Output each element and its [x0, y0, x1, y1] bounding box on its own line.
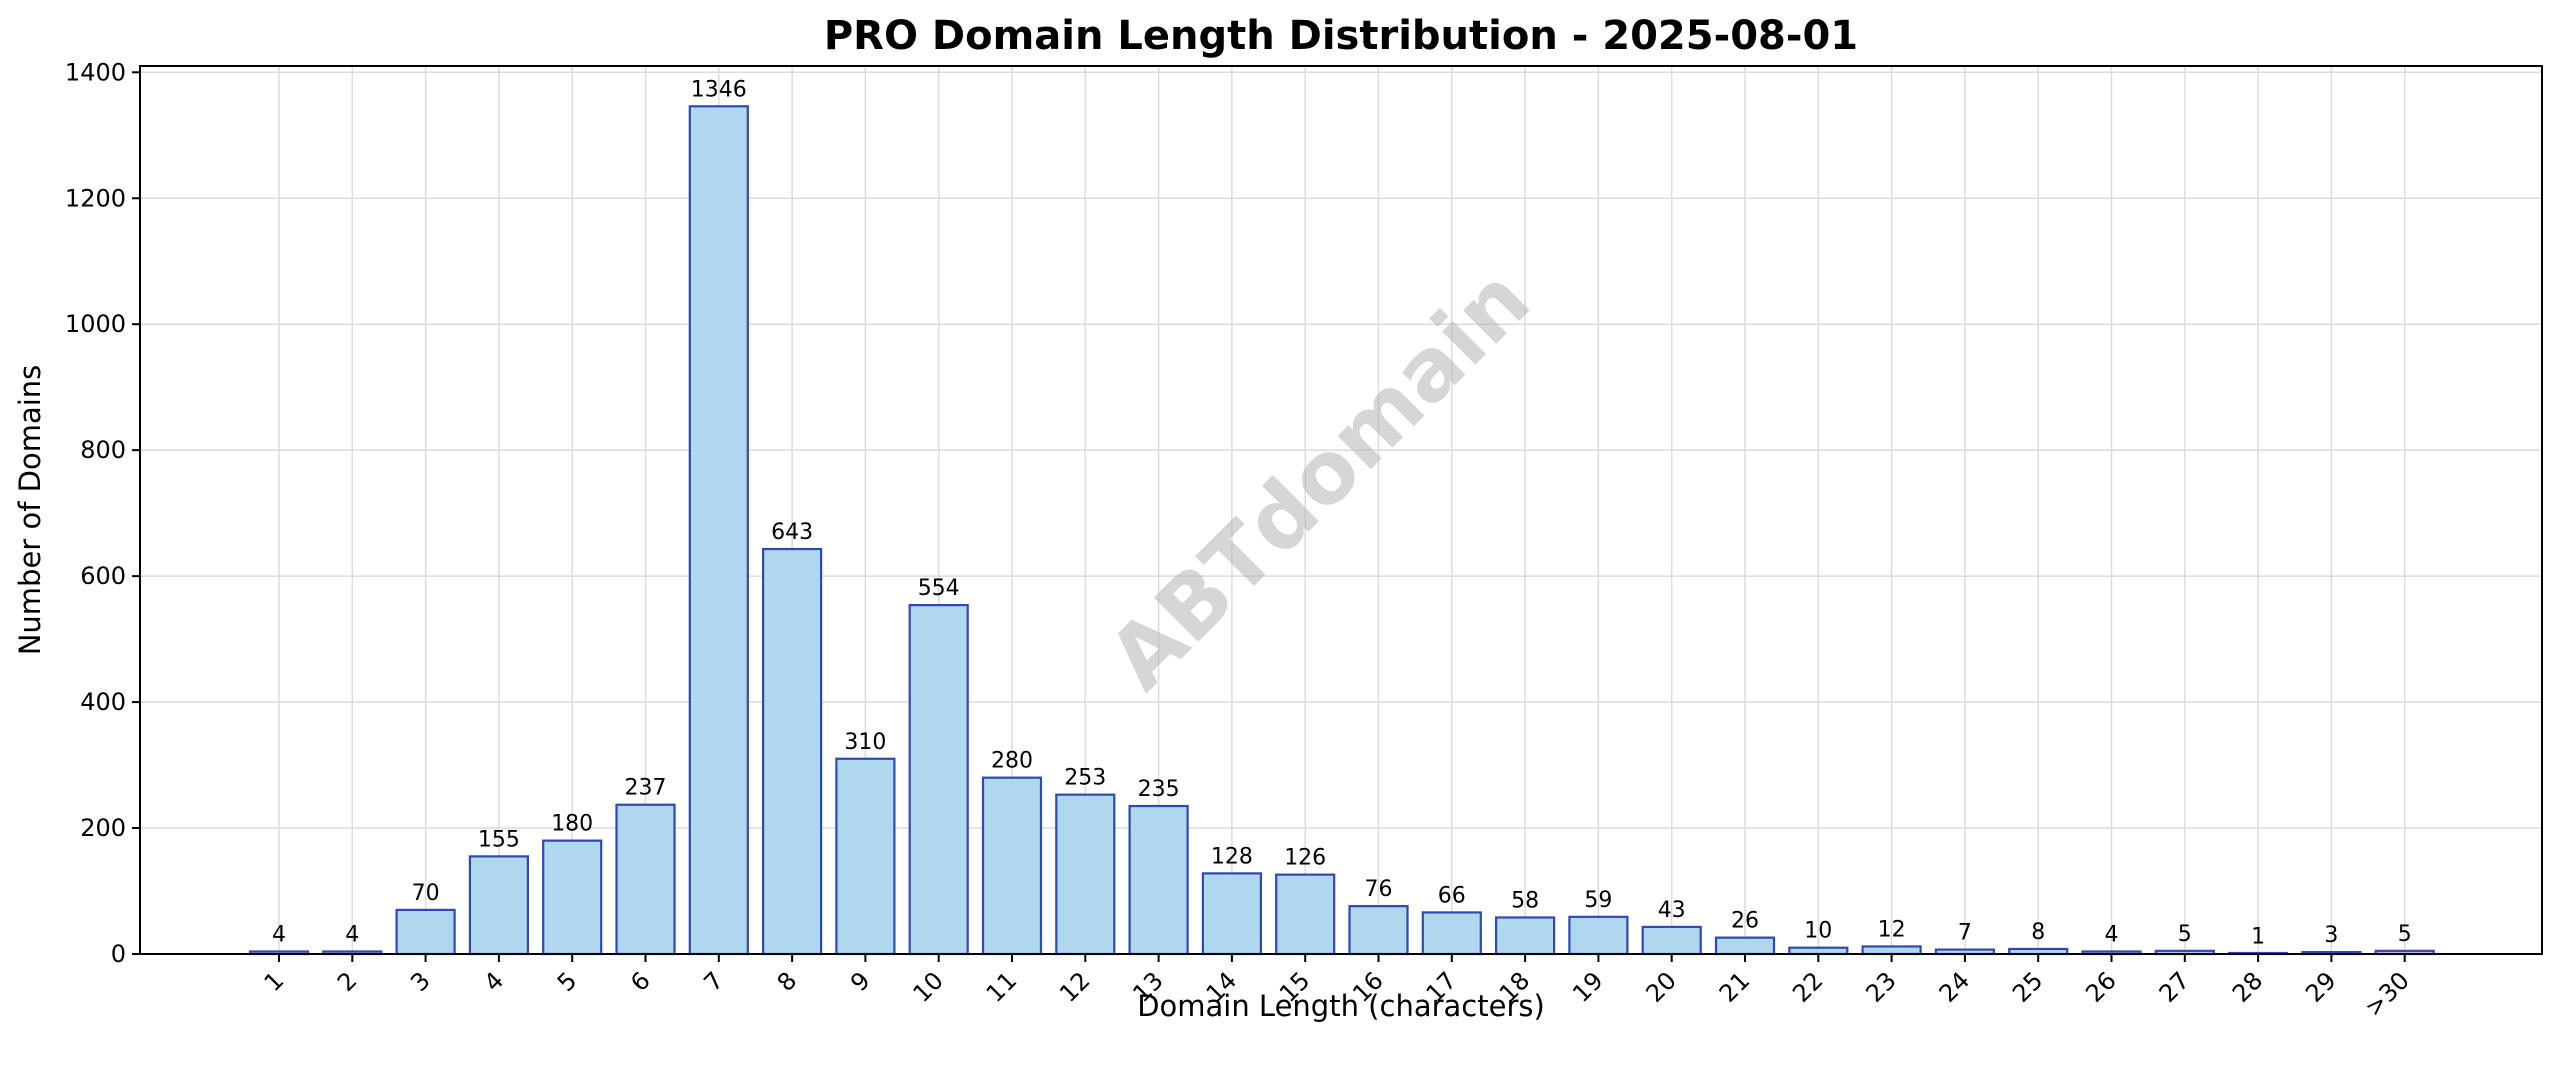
x-tick-label: 24 — [1934, 966, 1975, 1007]
bar-17 — [1421, 911, 1482, 956]
x-tick-label: 22 — [1787, 966, 1828, 1007]
bar-21 — [1714, 936, 1776, 956]
bar-19 — [1568, 915, 1629, 956]
bar-3 — [395, 908, 456, 956]
x-tick-label: 5 — [552, 966, 583, 997]
x-tick-label: 12 — [1054, 966, 1095, 1007]
y-tick-label: 400 — [80, 688, 126, 716]
data-label-26: 4 — [2105, 922, 2119, 947]
chart-title: PRO Domain Length Distribution - 2025-08… — [824, 13, 1858, 59]
bar-18 — [1494, 916, 1556, 956]
data-label-6: 237 — [625, 776, 667, 801]
data-label-28: 1 — [2251, 924, 2265, 949]
bar-13 — [1128, 804, 1189, 956]
bar-12 — [1055, 793, 1116, 956]
x-tick-label: 9 — [845, 966, 876, 997]
x-tick-label: 26 — [2080, 966, 2121, 1007]
data-label-3: 70 — [412, 881, 440, 906]
data-label-27: 5 — [2178, 922, 2192, 947]
data-label-17: 66 — [1438, 883, 1466, 908]
x-tick-label: 29 — [2300, 966, 2341, 1007]
data-label-21: 26 — [1731, 909, 1759, 934]
data-label-25: 8 — [2031, 920, 2045, 945]
x-tick-label: 11 — [981, 966, 1022, 1007]
data-label-11: 280 — [991, 749, 1033, 774]
data-label-24: 7 — [1958, 921, 1972, 946]
data-label-23: 12 — [1878, 917, 1906, 942]
data-label-14: 128 — [1211, 844, 1253, 869]
data-label-16: 76 — [1365, 877, 1393, 902]
data-label-29: 3 — [2324, 923, 2338, 948]
bar-5 — [542, 839, 603, 956]
x-tick-label: 4 — [479, 966, 510, 997]
x-tick-label: 7 — [698, 966, 729, 997]
bar-23 — [1861, 945, 1922, 956]
bar-7 — [688, 105, 749, 956]
x-tick-label: 1 — [259, 966, 290, 997]
x-tick-label: 28 — [2227, 966, 2268, 1007]
y-axis-label: Number of Domains — [13, 365, 47, 656]
y-tick-label: 0 — [111, 940, 126, 968]
data-label-19: 59 — [1584, 888, 1612, 913]
x-tick-label: 20 — [1641, 966, 1682, 1007]
bar-4 — [468, 855, 529, 956]
data-label->30: 5 — [2398, 922, 2412, 947]
data-label-1: 4 — [272, 922, 286, 947]
bar-11 — [981, 776, 1043, 956]
x-tick-label: 3 — [405, 966, 436, 997]
x-tick-label: 10 — [908, 966, 949, 1007]
data-label-20: 43 — [1658, 898, 1686, 923]
x-tick-label: >30 — [2359, 966, 2415, 1022]
x-tick-label: 25 — [2007, 966, 2048, 1007]
bar-10 — [908, 603, 969, 956]
data-label-13: 235 — [1138, 777, 1180, 802]
x-tick-label: 23 — [1860, 966, 1901, 1007]
x-axis-label: Domain Length (characters) — [1137, 989, 1545, 1023]
y-axis-ticks: 0 200 400 600 800 1000 1200 1400 — [65, 58, 140, 968]
bar-15 — [1275, 873, 1336, 956]
bar-14 — [1201, 872, 1263, 956]
bar-16 — [1348, 905, 1409, 956]
data-label-22: 10 — [1804, 919, 1832, 944]
data-label-5: 180 — [551, 812, 593, 837]
data-label-4: 155 — [478, 827, 520, 852]
data-label-8: 643 — [771, 520, 813, 545]
y-tick-label: 200 — [80, 814, 126, 842]
bar-8 — [761, 547, 823, 956]
data-label-18: 58 — [1511, 888, 1539, 913]
y-tick-label: 1200 — [65, 184, 126, 212]
x-tick-label: 6 — [625, 966, 656, 997]
bar-20 — [1641, 925, 1702, 956]
y-tick-label: 600 — [80, 562, 126, 590]
data-label-12: 253 — [1064, 766, 1106, 791]
bar-6 — [615, 803, 676, 956]
y-tick-label: 1000 — [65, 310, 126, 338]
x-tick-label: 27 — [2154, 966, 2195, 1007]
y-tick-label: 800 — [80, 436, 126, 464]
data-label-15: 126 — [1284, 846, 1326, 871]
x-tick-label: 19 — [1567, 966, 1608, 1007]
data-label-10: 554 — [918, 576, 960, 601]
plot-frame — [139, 65, 2543, 955]
data-label-9: 310 — [844, 730, 886, 755]
x-tick-label: 21 — [1714, 966, 1755, 1007]
x-tick-label: 8 — [772, 966, 803, 997]
y-tick-label: 1400 — [65, 58, 126, 86]
x-tick-label: 2 — [332, 966, 363, 997]
bar-9 — [835, 757, 896, 956]
data-label-2: 4 — [345, 922, 359, 947]
data-label-7: 1346 — [691, 77, 747, 102]
